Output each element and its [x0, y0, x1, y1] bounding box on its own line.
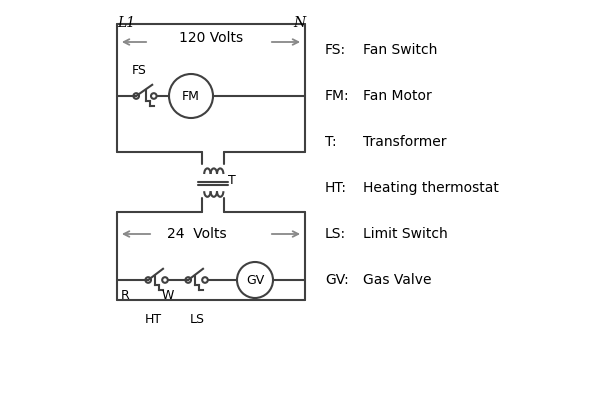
Text: FS: FS [132, 64, 146, 77]
Text: LS:: LS: [325, 227, 346, 241]
Text: T:: T: [325, 135, 337, 149]
Text: Heating thermostat: Heating thermostat [363, 181, 499, 195]
Text: FM: FM [182, 90, 200, 102]
Text: Gas Valve: Gas Valve [363, 273, 431, 287]
Text: R: R [120, 289, 129, 302]
Text: Transformer: Transformer [363, 135, 447, 149]
Text: T: T [228, 174, 236, 187]
Text: 120 Volts: 120 Volts [179, 31, 243, 45]
Text: LS: LS [189, 313, 205, 326]
Text: L1: L1 [117, 16, 135, 30]
Text: Limit Switch: Limit Switch [363, 227, 448, 241]
Text: GV: GV [246, 274, 264, 286]
Text: FS:: FS: [325, 43, 346, 57]
Text: 24  Volts: 24 Volts [167, 227, 227, 241]
Text: HT:: HT: [325, 181, 347, 195]
Text: Fan Motor: Fan Motor [363, 89, 432, 103]
Text: GV:: GV: [325, 273, 349, 287]
Text: W: W [162, 289, 175, 302]
Text: HT: HT [145, 313, 162, 326]
Text: FM:: FM: [325, 89, 350, 103]
Text: Fan Switch: Fan Switch [363, 43, 437, 57]
Text: N: N [293, 16, 305, 30]
